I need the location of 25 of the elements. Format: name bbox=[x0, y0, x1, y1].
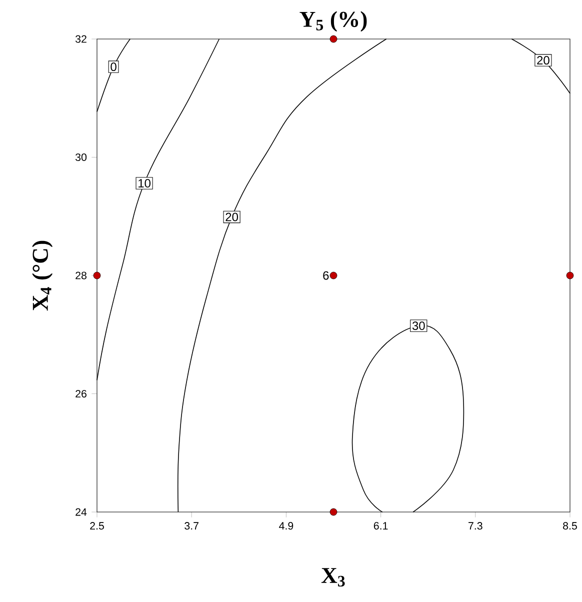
chart-title: Y$_{5}$ (%) bbox=[300, 11, 367, 32]
annotation: 6 bbox=[323, 271, 329, 280]
point bbox=[566, 272, 574, 280]
x-tick-label: 2.5 bbox=[90, 522, 104, 530]
y-tick-label: 24 bbox=[76, 508, 87, 516]
y-tick-label: 28 bbox=[76, 272, 87, 280]
y-tick-label: 26 bbox=[76, 390, 87, 398]
y-axis-title: X$_{4}$ (°C) bbox=[32, 240, 53, 311]
x-tick-label: 8.5 bbox=[563, 522, 578, 530]
x-tick-label: 7.3 bbox=[468, 522, 482, 530]
point bbox=[330, 272, 338, 280]
x-axis-title: X$_{3}$ bbox=[322, 568, 345, 587]
series-label: 10 bbox=[138, 179, 151, 188]
point bbox=[330, 35, 338, 43]
x-tick-label: 6.1 bbox=[374, 522, 388, 530]
series-label: 0 bbox=[110, 62, 117, 72]
y-tick-label: 30 bbox=[76, 153, 87, 162]
point bbox=[93, 272, 101, 280]
x-tick-label: 3.7 bbox=[184, 522, 199, 530]
series-label: 30 bbox=[412, 321, 425, 330]
point bbox=[330, 508, 338, 516]
series-label: 20 bbox=[537, 56, 550, 65]
x-tick-label: 4.9 bbox=[279, 522, 294, 530]
y-tick-label: 32 bbox=[76, 35, 86, 43]
text: 20 bbox=[226, 212, 238, 222]
